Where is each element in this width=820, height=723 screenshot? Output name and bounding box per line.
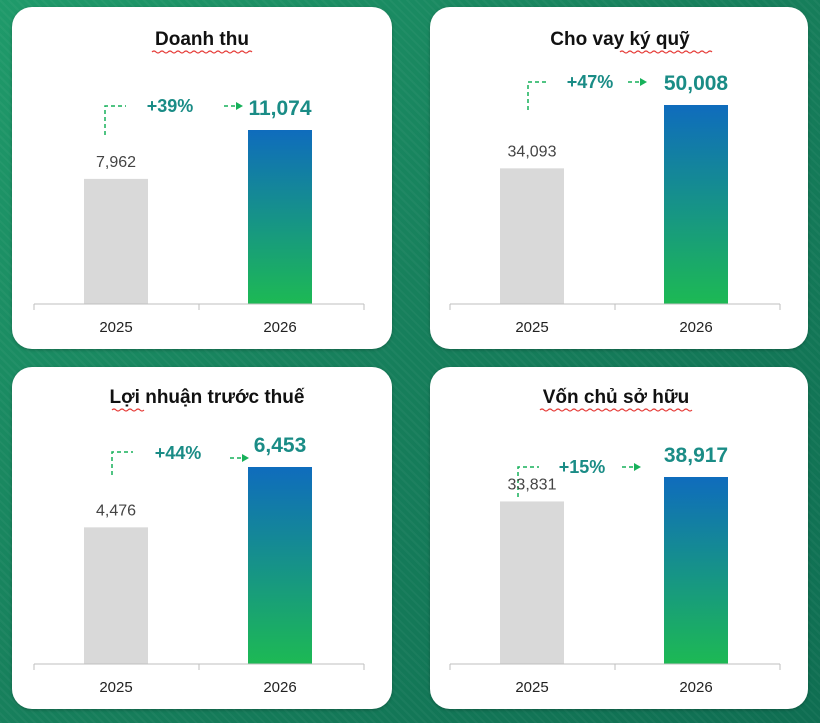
chart-profit-before-tax: Lợi nhuận trước thuế +44% 4,476 6,453 20… (33, 387, 365, 696)
growth-connector-start (527, 81, 549, 110)
change-label: +15% (559, 457, 606, 477)
growth-connector-start (104, 105, 126, 135)
value-label-2025: 33,831 (508, 476, 557, 493)
category-label-2025: 2025 (515, 679, 548, 696)
bar-2026 (248, 130, 312, 304)
spellcheck-underline (151, 50, 253, 54)
bar-2025 (500, 501, 564, 664)
bar-2026 (664, 477, 728, 664)
bar-2025 (84, 178, 148, 304)
value-label-2026: 11,074 (248, 97, 311, 120)
value-label-2026: 50,008 (664, 72, 729, 95)
growth-arrow-icon (634, 463, 641, 471)
growth-connector-start (517, 466, 539, 497)
category-label-2026: 2026 (263, 319, 296, 336)
growth-arrow-icon (640, 78, 647, 86)
chart-title: Doanh thu (155, 29, 249, 50)
category-label-2025: 2025 (515, 319, 548, 336)
growth-connector-start (111, 451, 133, 475)
change-label: +39% (147, 96, 194, 116)
spellcheck-underline (111, 408, 145, 412)
chart-card-profit-before-tax: Lợi nhuận trước thuế +44% 4,476 6,453 20… (12, 367, 392, 709)
value-label-2025: 7,962 (96, 154, 136, 171)
chart-card-revenue: Doanh thu +39% 7,962 11,074 2025 2026 (12, 7, 392, 349)
category-label-2026: 2026 (679, 319, 712, 336)
spellcheck-underline (619, 50, 713, 54)
chart-title: Vốn chủ sở hữu (543, 387, 690, 408)
category-label-2025: 2025 (99, 679, 132, 696)
bar-2025 (500, 168, 564, 304)
value-label-2025: 4,476 (96, 502, 136, 519)
chart-title: Cho vay ký quỹ (550, 29, 690, 50)
category-label-2025: 2025 (99, 319, 132, 336)
value-label-2026: 6,453 (254, 434, 307, 457)
change-label: +44% (155, 443, 202, 463)
chart-revenue: Doanh thu +39% 7,962 11,074 2025 2026 (33, 29, 365, 336)
value-label-2026: 38,917 (664, 444, 728, 467)
category-label-2026: 2026 (679, 679, 712, 696)
spellcheck-underline (539, 408, 693, 412)
bar-2026 (248, 467, 312, 664)
chart-margin-loans: Cho vay ký quỹ +47% 34,093 50,008 2025 2… (449, 29, 781, 336)
bar-2025 (84, 527, 148, 664)
value-label-2025: 34,093 (508, 143, 557, 160)
chart-card-equity: Vốn chủ sở hữu +15% 33,831 38,917 2025 2… (430, 367, 808, 709)
growth-arrow-icon (242, 454, 249, 462)
change-label: +47% (567, 72, 614, 92)
chart-card-margin-loans: Cho vay ký quỹ +47% 34,093 50,008 2025 2… (430, 7, 808, 349)
growth-arrow-icon (236, 102, 243, 110)
chart-title: Lợi nhuận trước thuế (110, 387, 305, 408)
bar-2026 (664, 105, 728, 304)
chart-equity: Vốn chủ sở hữu +15% 33,831 38,917 2025 2… (449, 387, 781, 696)
category-label-2026: 2026 (263, 679, 296, 696)
